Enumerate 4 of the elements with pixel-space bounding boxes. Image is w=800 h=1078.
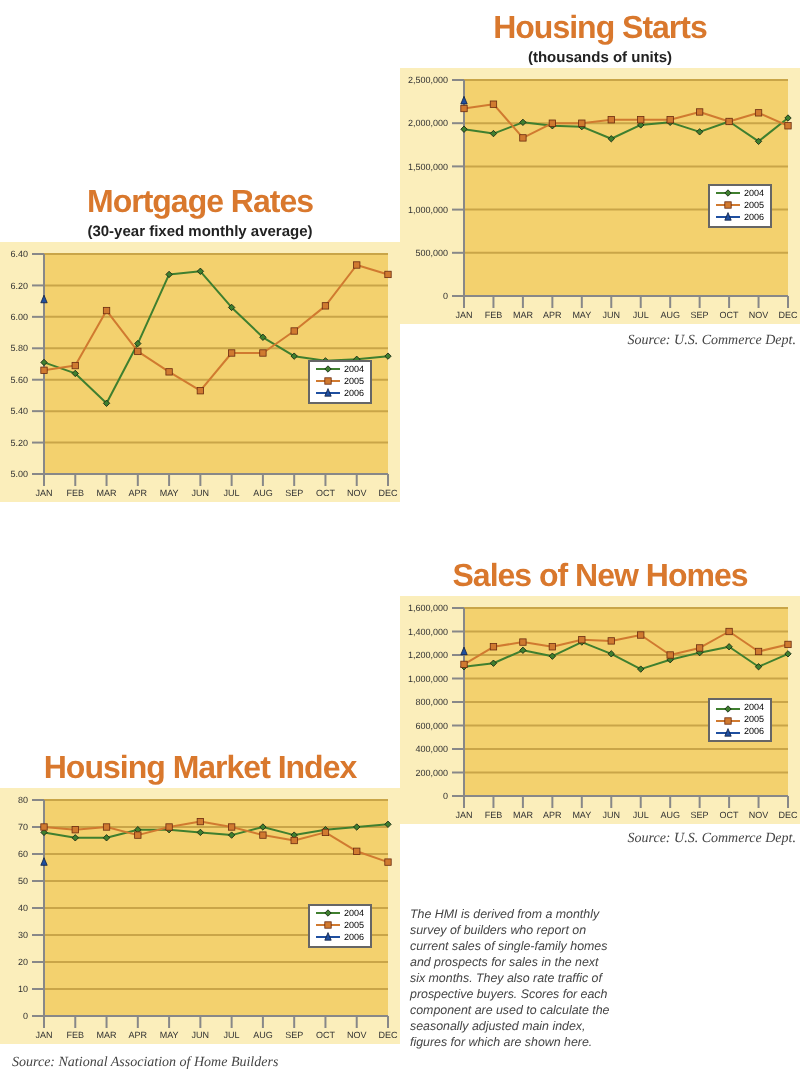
chart-title: Housing Starts (491, 12, 709, 48)
chart-title: Housing Market Index (41, 752, 359, 788)
chart-title: Mortgage Rates (84, 186, 316, 222)
chart-title: Sales of New Homes (450, 560, 750, 596)
